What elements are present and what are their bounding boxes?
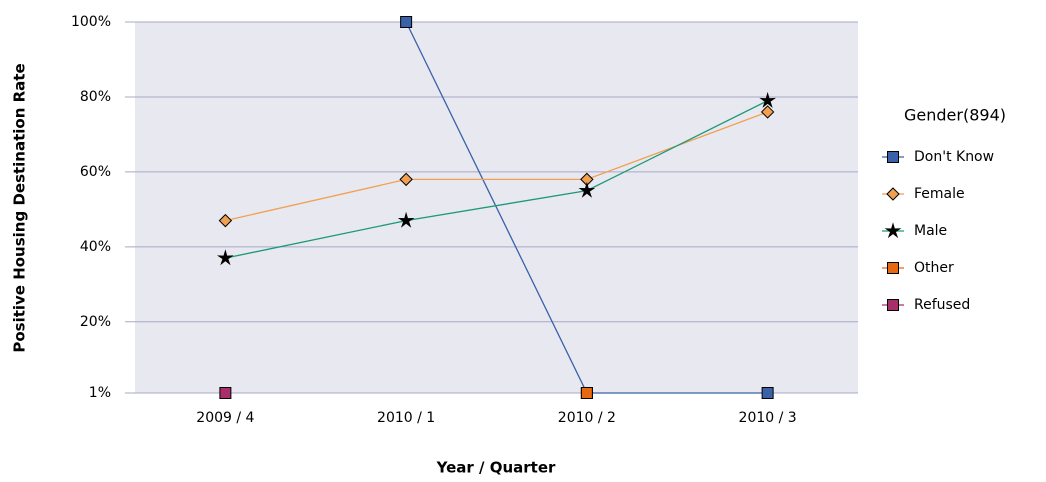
x-axis-title: Year / Quarter [436, 459, 556, 477]
point [761, 387, 774, 399]
legend-marker [887, 262, 899, 274]
point [580, 387, 593, 399]
x-tick-label: 2009 / 4 [196, 410, 254, 426]
x-tick-label: 2010 / 2 [558, 410, 616, 426]
y-axis-title: Positive Housing Destination Rate [11, 63, 29, 352]
legend-marker [887, 299, 899, 311]
point [217, 249, 234, 266]
y-tick-label: 40% [80, 239, 111, 255]
legend-label: Male [914, 223, 947, 239]
legend-label: Female [914, 186, 965, 202]
point [760, 105, 775, 119]
point [399, 172, 413, 187]
legend-label: Don't Know [914, 149, 994, 165]
y-tick-label: 80% [80, 89, 111, 105]
legend-marker [886, 187, 900, 201]
legend-title: Gender(894) [904, 106, 1006, 125]
point [219, 387, 232, 399]
point [218, 213, 233, 228]
point [578, 181, 596, 198]
y-tick-label: 60% [80, 164, 111, 180]
series-line [225, 100, 768, 259]
y-tick-label: 1% [89, 385, 111, 401]
x-tick-label: 2010 / 3 [739, 410, 797, 426]
legend-label: Refused [914, 297, 970, 313]
point [759, 91, 776, 108]
legend-marker [884, 222, 902, 239]
point [397, 211, 415, 228]
point [400, 16, 413, 28]
x-tick-label: 2010 / 1 [377, 410, 435, 426]
legend-label: Other [914, 260, 954, 276]
y-tick-label: 100% [71, 14, 111, 30]
y-tick-label: 20% [80, 314, 111, 330]
legend-marker [887, 151, 899, 163]
